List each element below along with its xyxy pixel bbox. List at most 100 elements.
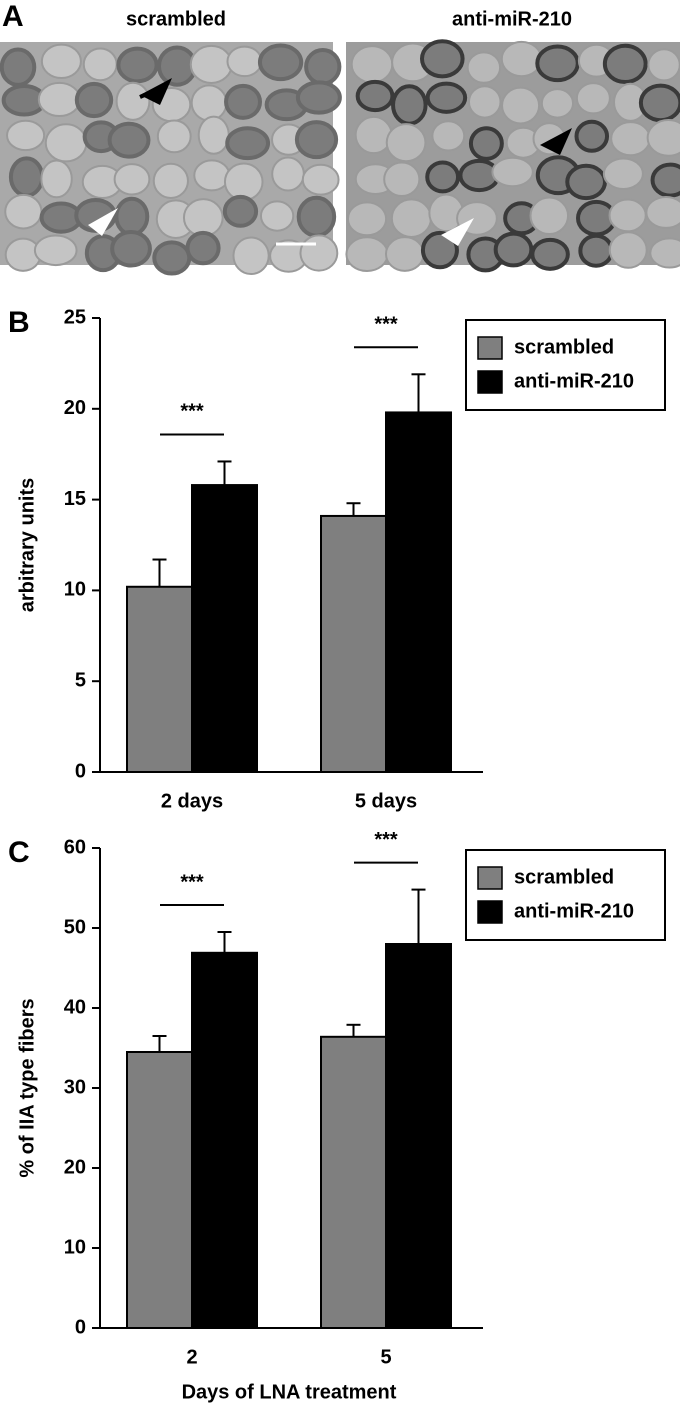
panel-label: C bbox=[8, 836, 30, 869]
cell bbox=[6, 119, 46, 152]
cell bbox=[152, 162, 189, 199]
cell bbox=[650, 162, 680, 198]
cell bbox=[565, 163, 607, 201]
y-tick-label: 5 bbox=[75, 669, 86, 691]
cell bbox=[296, 195, 337, 238]
cell bbox=[110, 230, 152, 268]
legend-box bbox=[465, 319, 666, 411]
cell bbox=[294, 120, 339, 160]
cell bbox=[40, 159, 73, 199]
y-tick-label: 0 bbox=[75, 1316, 86, 1338]
cell bbox=[185, 230, 221, 266]
cell bbox=[575, 82, 611, 115]
y-tick-label: 20 bbox=[64, 1156, 86, 1178]
cell bbox=[419, 39, 465, 79]
cell bbox=[645, 195, 680, 229]
y-axis-label: % of IIA type fibers bbox=[16, 998, 38, 1177]
y-tick-label: 25 bbox=[64, 306, 86, 328]
micrograph bbox=[0, 42, 342, 276]
cell bbox=[425, 160, 461, 194]
cell bbox=[345, 236, 389, 272]
cell bbox=[189, 44, 233, 84]
image-title: anti-miR-210 bbox=[452, 8, 572, 30]
micrograph bbox=[345, 39, 680, 273]
cell bbox=[649, 237, 680, 269]
cell bbox=[0, 47, 37, 87]
cell bbox=[391, 84, 428, 126]
y-tick-label: 60 bbox=[64, 836, 86, 858]
cell bbox=[491, 156, 534, 188]
cell bbox=[350, 45, 394, 84]
y-tick-label: 20 bbox=[64, 397, 86, 419]
cell bbox=[8, 156, 45, 198]
cell bbox=[301, 163, 340, 196]
cell bbox=[535, 44, 580, 83]
cell bbox=[431, 120, 466, 152]
cell bbox=[540, 88, 575, 119]
cell bbox=[385, 123, 427, 163]
cell bbox=[602, 157, 644, 190]
cell bbox=[304, 47, 342, 86]
cell bbox=[107, 121, 151, 159]
bar bbox=[320, 1035, 387, 1330]
cell bbox=[156, 119, 192, 154]
cell bbox=[74, 81, 114, 119]
image-title: scrambled bbox=[126, 8, 226, 30]
cell bbox=[295, 80, 342, 115]
cell bbox=[467, 85, 502, 119]
cell bbox=[33, 234, 78, 267]
legend-swatch bbox=[477, 900, 503, 924]
y-axis-label: arbitrary units bbox=[16, 478, 38, 612]
cell bbox=[224, 83, 262, 120]
y-tick-label: 15 bbox=[64, 488, 86, 510]
bar bbox=[385, 411, 452, 773]
cell bbox=[113, 163, 151, 196]
cell bbox=[574, 119, 610, 153]
legend-label: scrambled bbox=[514, 866, 614, 888]
legend-swatch bbox=[477, 866, 503, 890]
cell bbox=[608, 231, 648, 269]
cell bbox=[468, 126, 504, 161]
bar bbox=[126, 1051, 193, 1329]
cell bbox=[82, 47, 118, 82]
y-tick-label: 50 bbox=[64, 916, 86, 938]
cell bbox=[610, 121, 651, 157]
cell bbox=[420, 230, 459, 270]
cell bbox=[222, 194, 259, 228]
bar bbox=[320, 514, 387, 773]
cell bbox=[190, 84, 228, 122]
cell bbox=[501, 86, 541, 125]
x-tick-label: 5 days bbox=[355, 790, 417, 812]
cell bbox=[383, 161, 421, 197]
cell bbox=[152, 240, 192, 276]
cell bbox=[115, 81, 151, 121]
y-tick-label: 30 bbox=[64, 1076, 86, 1098]
panel-label: A bbox=[2, 0, 24, 33]
cell bbox=[40, 43, 82, 80]
cell bbox=[647, 48, 680, 82]
bar bbox=[385, 943, 452, 1329]
cell bbox=[4, 193, 43, 230]
cell bbox=[466, 51, 502, 84]
cell bbox=[493, 231, 534, 268]
cell bbox=[530, 237, 570, 271]
cell bbox=[500, 40, 543, 78]
cell bbox=[259, 200, 295, 232]
cell bbox=[114, 196, 150, 237]
bar bbox=[191, 484, 258, 773]
cell bbox=[226, 45, 263, 78]
cell bbox=[608, 198, 647, 233]
cell bbox=[646, 119, 680, 157]
cell bbox=[638, 83, 680, 123]
y-tick-label: 40 bbox=[64, 996, 86, 1018]
cell bbox=[602, 43, 648, 85]
cell bbox=[182, 198, 224, 238]
x-tick-label: 2 days bbox=[161, 790, 223, 812]
cell bbox=[299, 234, 339, 272]
x-tick-label: 2 bbox=[186, 1346, 197, 1368]
cell bbox=[346, 201, 388, 237]
bar bbox=[191, 951, 258, 1329]
cell bbox=[44, 123, 88, 163]
cell bbox=[116, 46, 159, 84]
